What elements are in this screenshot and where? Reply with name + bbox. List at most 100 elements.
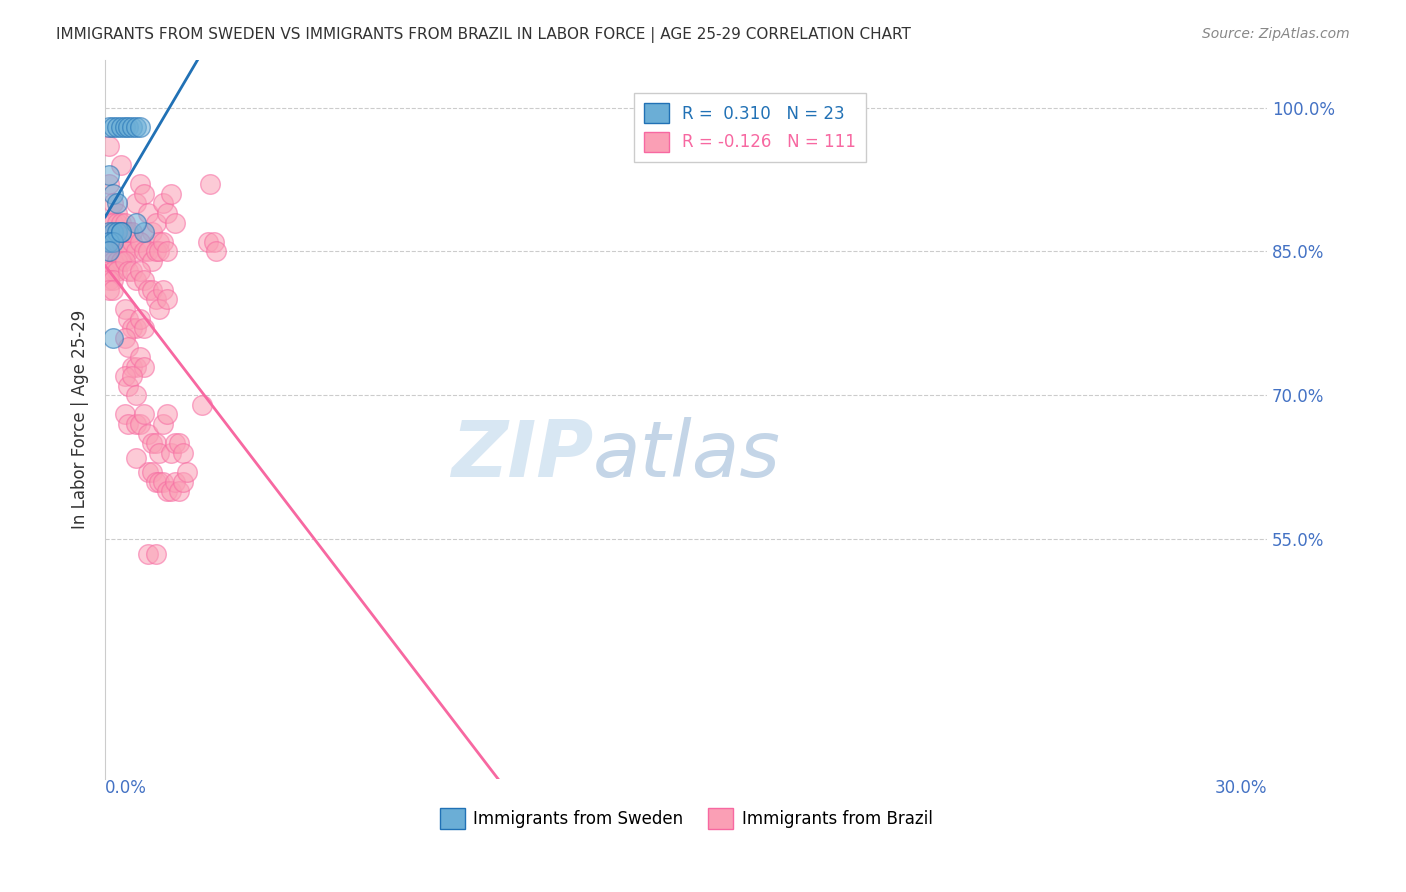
Point: [145, 244, 167, 259]
Point: [132, 186, 155, 201]
Text: Source: ZipAtlas.com: Source: ZipAtlas.com: [1202, 27, 1350, 41]
Point: [167, 484, 190, 499]
Point: [132, 321, 155, 335]
Point: [172, 446, 194, 460]
Point: [110, 216, 132, 230]
Point: [125, 417, 148, 431]
Point: [101, 225, 124, 239]
Point: [114, 225, 136, 239]
Point: [129, 311, 152, 326]
Point: [101, 186, 124, 201]
Point: [98, 168, 121, 182]
Point: [145, 547, 167, 561]
Text: atlas: atlas: [593, 417, 780, 493]
Point: [101, 331, 124, 345]
Point: [152, 283, 174, 297]
Point: [141, 436, 163, 450]
Point: [132, 273, 155, 287]
Point: [152, 417, 174, 431]
Point: [105, 235, 128, 249]
Point: [132, 244, 155, 259]
Point: [105, 120, 128, 134]
Point: [110, 225, 132, 239]
Point: [110, 254, 132, 268]
Point: [141, 225, 163, 239]
Point: [145, 293, 167, 307]
Point: [101, 120, 124, 134]
Point: [125, 216, 148, 230]
Point: [152, 475, 174, 489]
Point: [114, 408, 136, 422]
Point: [101, 235, 124, 249]
Point: [110, 120, 132, 134]
Point: [101, 254, 124, 268]
Point: [98, 120, 121, 134]
Point: [136, 244, 159, 259]
Point: [148, 235, 170, 249]
Point: [136, 547, 159, 561]
Point: [160, 186, 183, 201]
Point: [114, 331, 136, 345]
Point: [125, 388, 148, 402]
Point: [98, 263, 121, 277]
Point: [98, 254, 121, 268]
Point: [114, 254, 136, 268]
Point: [114, 244, 136, 259]
Point: [98, 235, 121, 249]
Point: [197, 235, 219, 249]
Point: [125, 359, 148, 374]
Point: [156, 206, 179, 220]
Point: [191, 398, 214, 412]
Point: [98, 283, 121, 297]
Point: [110, 235, 132, 249]
Point: [105, 225, 128, 239]
Point: [117, 244, 139, 259]
Point: [121, 321, 143, 335]
Text: ZIP: ZIP: [451, 417, 593, 493]
Point: [101, 273, 124, 287]
Point: [163, 436, 186, 450]
Point: [160, 446, 183, 460]
Point: [136, 465, 159, 479]
Point: [98, 139, 121, 153]
Point: [136, 426, 159, 441]
Point: [167, 436, 190, 450]
Point: [121, 263, 143, 277]
Point: [148, 301, 170, 316]
Point: [98, 235, 121, 249]
Point: [98, 244, 121, 259]
Point: [198, 178, 221, 192]
Point: [110, 158, 132, 172]
Point: [129, 263, 152, 277]
Point: [125, 244, 148, 259]
Point: [202, 235, 225, 249]
Text: 0.0%: 0.0%: [105, 779, 148, 797]
Point: [148, 446, 170, 460]
Point: [141, 254, 163, 268]
Point: [98, 178, 121, 192]
Point: [98, 273, 121, 287]
Point: [148, 475, 170, 489]
Point: [152, 235, 174, 249]
Point: [101, 263, 124, 277]
Point: [125, 120, 148, 134]
Point: [110, 225, 132, 239]
Point: [114, 301, 136, 316]
Point: [148, 244, 170, 259]
Point: [125, 196, 148, 211]
Point: [172, 475, 194, 489]
Point: [141, 465, 163, 479]
Point: [145, 436, 167, 450]
Point: [101, 235, 124, 249]
Point: [125, 321, 148, 335]
Point: [101, 196, 124, 211]
Point: [129, 178, 152, 192]
Point: [101, 216, 124, 230]
Point: [156, 293, 179, 307]
Point: [156, 408, 179, 422]
Point: [129, 350, 152, 364]
Point: [105, 254, 128, 268]
Y-axis label: In Labor Force | Age 25-29: In Labor Force | Age 25-29: [72, 310, 89, 529]
Point: [105, 216, 128, 230]
Point: [117, 225, 139, 239]
